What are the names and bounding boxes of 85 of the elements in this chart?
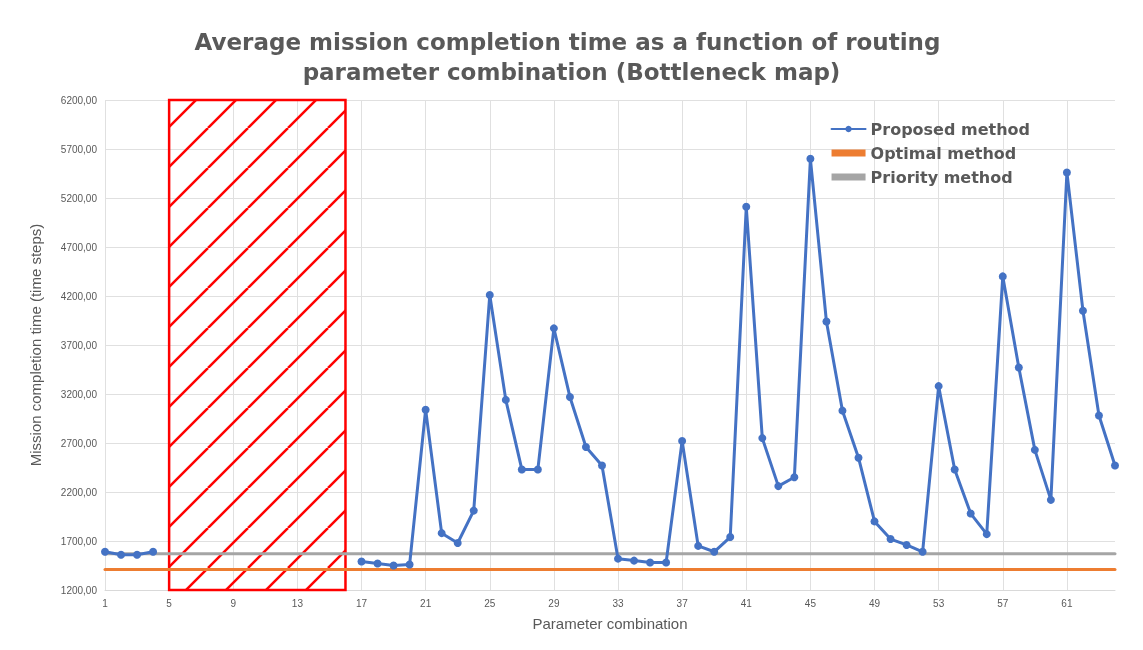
y-tick-label: 6200,00 (60, 94, 98, 106)
point (710, 547, 719, 556)
x-tick-label: 41 (740, 597, 753, 609)
point (469, 506, 478, 515)
x-tick-label: 45 (804, 597, 817, 609)
y-tick-label: 4700,00 (60, 241, 98, 253)
point (533, 465, 542, 474)
x-tick-label: 17 (355, 597, 368, 609)
point (1014, 363, 1023, 372)
chart-title: Average mission completion time as a function of routing parameter combination (Bottleneck map) (194, 29, 949, 85)
point (854, 453, 863, 462)
x-tick-label: 61 (1061, 597, 1073, 609)
point (870, 517, 879, 526)
legend-label: Proposed method (870, 119, 1031, 139)
point (822, 317, 831, 326)
point (950, 465, 959, 474)
legend-label: Priority method (870, 167, 1013, 187)
y-tick-label: 1700,00 (60, 535, 98, 547)
point (678, 437, 687, 446)
point (1111, 461, 1119, 470)
x-tick-label: 9 (230, 597, 237, 609)
point (373, 559, 382, 568)
point (998, 272, 1007, 281)
point (437, 529, 446, 538)
point (357, 557, 366, 566)
x-tick-label: 49 (868, 597, 881, 609)
legend-label: Optimal method (870, 143, 1017, 163)
x-tick-label: 33 (612, 597, 625, 609)
point (934, 382, 943, 391)
point (918, 547, 927, 556)
x-tick-label: 25 (484, 597, 496, 609)
x-tick-label: 29 (548, 597, 560, 609)
point (806, 154, 815, 163)
point (758, 434, 767, 443)
point (149, 547, 158, 556)
point (982, 530, 991, 539)
point (662, 558, 671, 567)
y-tick-label: 4200,00 (60, 290, 98, 302)
y-tick-label: 5200,00 (60, 192, 98, 204)
point (726, 533, 735, 542)
point (389, 561, 398, 570)
point (581, 442, 590, 451)
point (117, 550, 126, 559)
x-tick-label: 37 (676, 597, 689, 609)
point (1094, 411, 1103, 420)
point (614, 554, 623, 563)
point (421, 405, 430, 414)
x-tick-label: 5 (166, 597, 173, 609)
point (485, 291, 494, 300)
point (646, 558, 655, 567)
point (694, 541, 703, 550)
point (1078, 306, 1087, 315)
point (966, 509, 975, 518)
x-tick-label: 53 (933, 597, 945, 609)
point (742, 202, 751, 211)
point (1062, 168, 1071, 177)
point (517, 465, 526, 474)
y-axis-title: Mission completion time (time steps) (27, 223, 44, 467)
point (133, 550, 142, 559)
point (549, 324, 558, 333)
point (774, 482, 783, 491)
point (453, 538, 462, 547)
point (405, 560, 414, 569)
point (1030, 445, 1039, 454)
point (597, 461, 606, 470)
point (565, 392, 574, 401)
x-tick-label: 1 (102, 597, 109, 609)
point (886, 535, 895, 544)
x-tick-label: 57 (997, 597, 1009, 609)
x-tick-label: 21 (420, 597, 432, 609)
y-tick-label: 2700,00 (60, 437, 98, 449)
y-tick-label: 5700,00 (60, 143, 98, 155)
y-tick-label: 3200,00 (60, 388, 98, 400)
point (1046, 495, 1055, 504)
y-tick-label: 3700,00 (60, 339, 98, 351)
point (630, 556, 639, 565)
point (501, 395, 510, 404)
y-tick-label: 1200,00 (60, 584, 98, 596)
point (838, 406, 847, 415)
x-axis-title: Parameter combination (532, 615, 688, 632)
x-tick-label: 13 (291, 597, 304, 609)
point (101, 547, 109, 556)
y-tick-label: 2200,00 (60, 486, 98, 498)
point (790, 473, 799, 482)
point (902, 540, 911, 549)
